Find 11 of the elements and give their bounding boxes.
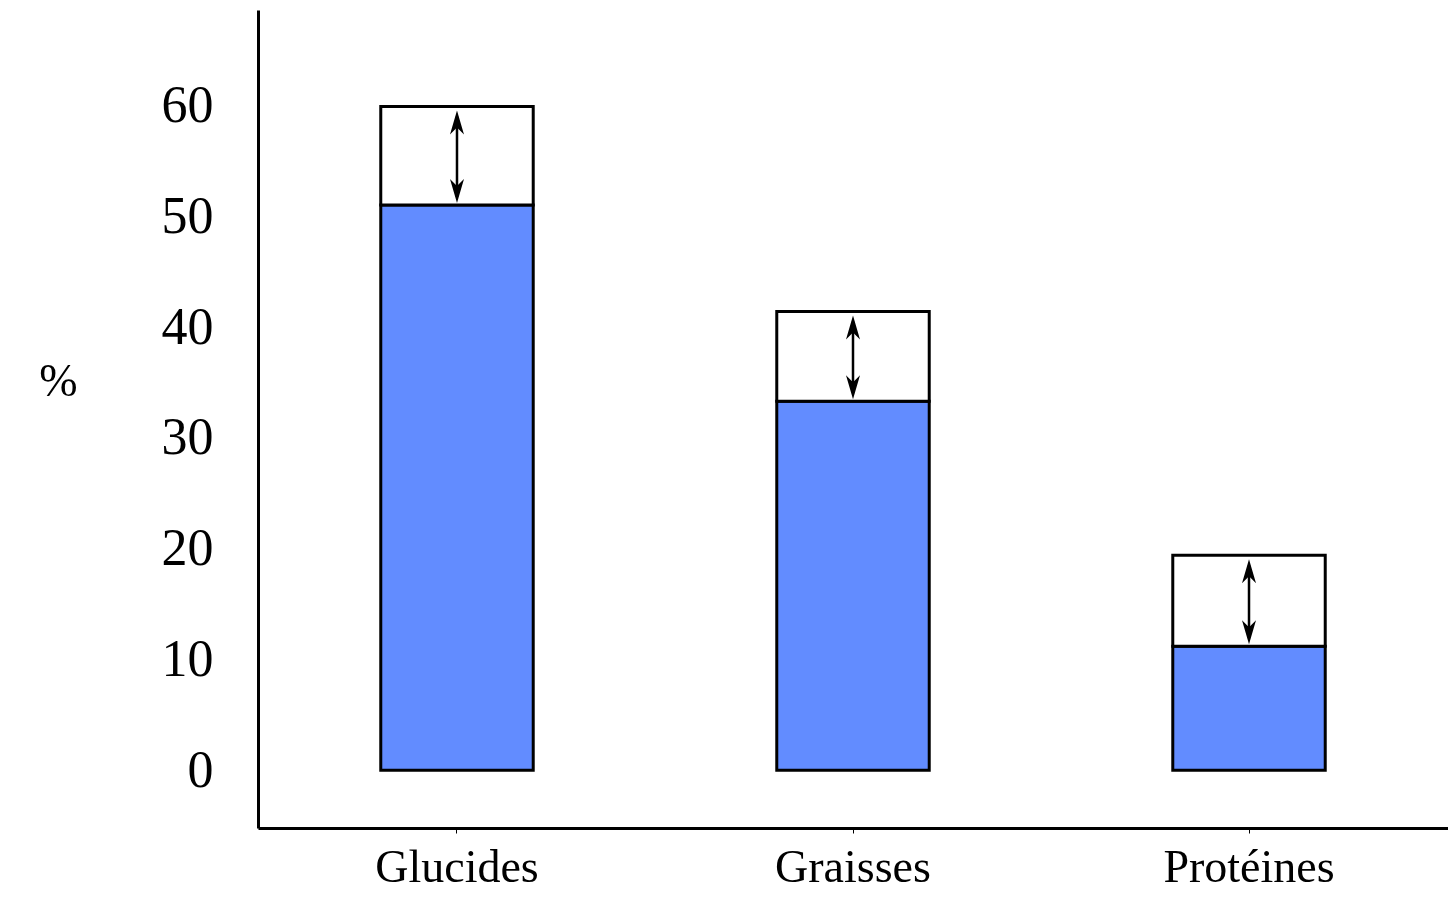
x-tick-label: Glucides: [375, 840, 539, 892]
y-tick-label: 60: [161, 75, 214, 133]
y-tick-label: 0: [187, 740, 214, 798]
y-tick-label: 50: [161, 186, 214, 244]
y-axis-title: %: [39, 354, 78, 406]
y-tick-label: 40: [161, 297, 214, 355]
x-tick-label: Protéines: [1163, 840, 1335, 892]
x-tick-label: Graisses: [775, 840, 931, 892]
y-tick-label: 30: [161, 408, 214, 466]
y-tick-label: 10: [161, 630, 214, 688]
y-tick-label: 20: [161, 519, 214, 577]
